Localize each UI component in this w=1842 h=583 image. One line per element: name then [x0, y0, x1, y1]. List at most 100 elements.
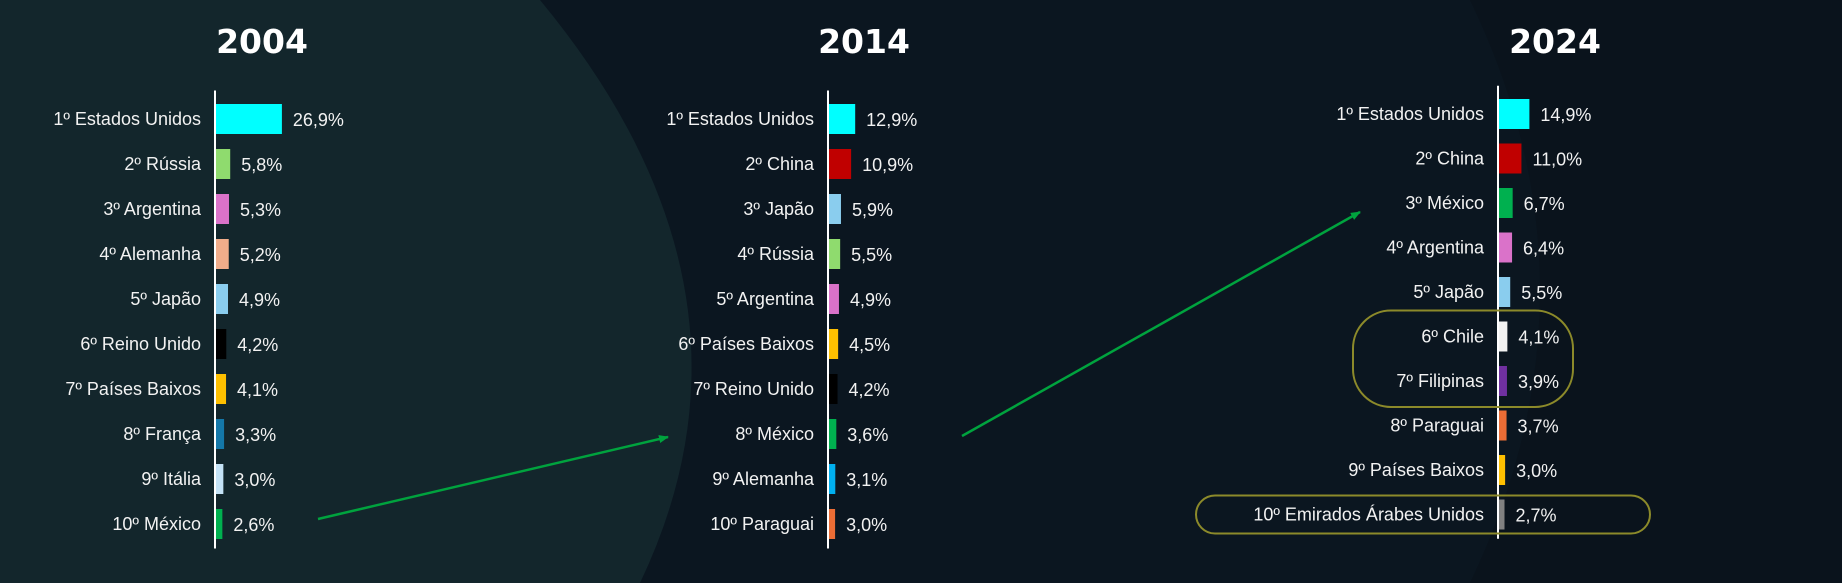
category-label: 10º Paraguai: [710, 514, 814, 534]
bar: [216, 509, 223, 539]
bar: [216, 419, 225, 449]
bar: [216, 149, 231, 179]
category-label: 8º França: [123, 424, 202, 444]
bar: [216, 104, 282, 134]
category-label: 6º Reino Unido: [80, 334, 201, 354]
category-label: 5º Japão: [1413, 282, 1484, 302]
charts-layer: 2004 1º Estados Unidos 26,9% 2º Rússia 5,8% 3…: [53, 22, 1601, 549]
category-label: 9º Países Baixos: [1348, 460, 1484, 480]
bar: [1499, 99, 1530, 129]
background-arc-left: [0, 0, 692, 583]
bar: [1499, 188, 1513, 218]
value-label: 5,5%: [1521, 283, 1562, 303]
value-label: 3,0%: [234, 470, 275, 490]
bar: [216, 284, 229, 314]
category-label: 7º Países Baixos: [65, 379, 201, 399]
value-label: 4,9%: [850, 290, 891, 310]
category-label: 2º Rússia: [124, 154, 202, 174]
value-label: 6,7%: [1524, 194, 1565, 214]
value-label: 10,9%: [862, 155, 913, 175]
chart-2004: 2004 1º Estados Unidos 26,9% 2º Rússia 5,8% 3…: [53, 22, 344, 549]
bar: [216, 329, 227, 359]
bar: [829, 239, 841, 269]
value-label: 2,6%: [233, 515, 274, 535]
bar: [216, 464, 224, 494]
value-label: 4,5%: [849, 335, 890, 355]
category-label: 10º México: [112, 514, 201, 534]
value-label: 4,9%: [239, 290, 280, 310]
value-label: 3,9%: [1518, 372, 1559, 392]
value-label: 3,7%: [1518, 417, 1559, 437]
value-label: 5,2%: [240, 245, 281, 265]
value-label: 4,1%: [237, 380, 278, 400]
value-label: 26,9%: [293, 110, 344, 130]
bar: [1499, 277, 1511, 307]
value-label: 3,6%: [847, 425, 888, 445]
highlight-outline: [1195, 494, 1651, 535]
mexico-arrow-2004-2014: [317, 435, 669, 521]
chart-title: 2024: [1509, 22, 1601, 61]
category-label: 6º Países Baixos: [678, 334, 814, 354]
bar: [1499, 499, 1505, 530]
category-label: 10º Emirados Árabes Unidos: [1253, 505, 1484, 525]
value-label: 12,9%: [866, 110, 917, 130]
bar: [1499, 410, 1507, 441]
category-label: 8º México: [735, 424, 814, 444]
category-label: 2º China: [745, 154, 815, 174]
chart-title: 2004: [216, 22, 308, 61]
annotations-layer: [317, 210, 1651, 535]
background-arc-right: [1470, 0, 1842, 583]
bar: [829, 284, 839, 314]
chart-2014: 2014 1º Estados Unidos 12,9% 2º China 10,9% 3…: [666, 22, 917, 549]
bar: [829, 194, 841, 224]
bar: [1499, 321, 1508, 352]
category-label: 2º China: [1415, 149, 1485, 169]
value-label: 5,8%: [241, 155, 282, 175]
bar: [216, 239, 229, 269]
value-label: 3,0%: [1516, 461, 1557, 481]
category-label: 5º Argentina: [716, 289, 815, 309]
bar: [829, 509, 836, 539]
bar: [829, 374, 838, 404]
chart-2024: 2024 1º Estados Unidos 14,9% 2º China 11,0% 3…: [1253, 22, 1601, 539]
category-label: 7º Filipinas: [1396, 371, 1484, 391]
category-label: 1º Estados Unidos: [666, 109, 814, 129]
category-label: 4º Alemanha: [99, 244, 202, 264]
value-label: 14,9%: [1540, 105, 1591, 125]
category-label: 5º Japão: [130, 289, 201, 309]
category-label: 4º Rússia: [737, 244, 815, 264]
category-label: 9º Alemanha: [712, 469, 815, 489]
value-label: 6,4%: [1523, 239, 1564, 259]
category-label: 1º Estados Unidos: [53, 109, 201, 129]
chart-title: 2014: [818, 22, 910, 61]
bar: [829, 464, 836, 494]
category-label: 3º Japão: [743, 199, 814, 219]
value-label: 4,1%: [1518, 328, 1559, 348]
bar: [216, 194, 229, 224]
highlight-outline: [1352, 309, 1574, 408]
category-label: 7º Reino Unido: [693, 379, 814, 399]
category-label: 6º Chile: [1421, 327, 1484, 347]
value-label: 3,3%: [235, 425, 276, 445]
value-label: 4,2%: [237, 335, 278, 355]
value-label: 4,2%: [849, 380, 890, 400]
bar: [829, 149, 852, 179]
value-label: 5,5%: [851, 245, 892, 265]
category-label: 8º Paraguai: [1390, 416, 1484, 436]
bar: [829, 104, 856, 134]
value-label: 3,0%: [846, 515, 887, 535]
value-label: 5,3%: [240, 200, 281, 220]
value-label: 2,7%: [1516, 506, 1557, 526]
category-label: 9º Itália: [141, 469, 202, 489]
bar: [1499, 455, 1506, 485]
value-label: 11,0%: [1532, 150, 1582, 170]
mexico-arrow-2014-2024: [961, 210, 1361, 438]
bar: [829, 329, 839, 359]
category-label: 1º Estados Unidos: [1336, 104, 1484, 124]
category-label: 4º Argentina: [1386, 238, 1485, 258]
bar: [216, 374, 227, 404]
category-label: 3º México: [1405, 193, 1484, 213]
bar: [1499, 232, 1513, 263]
